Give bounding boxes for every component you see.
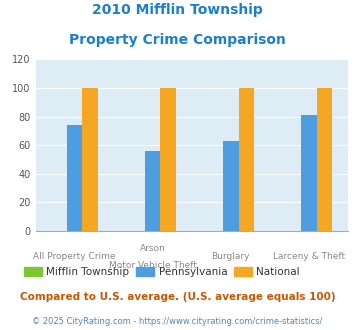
Text: All Property Crime: All Property Crime: [33, 252, 116, 261]
Text: Larceny & Theft: Larceny & Theft: [273, 252, 345, 261]
Bar: [145, 151, 160, 231]
Text: 2010 Mifflin Township: 2010 Mifflin Township: [92, 3, 263, 17]
Bar: [239, 88, 254, 231]
Text: Property Crime Comparison: Property Crime Comparison: [69, 33, 286, 47]
Bar: [82, 88, 98, 231]
Text: Burglary: Burglary: [212, 252, 250, 261]
Text: © 2025 CityRating.com - https://www.cityrating.com/crime-statistics/: © 2025 CityRating.com - https://www.city…: [32, 317, 323, 326]
Legend: Mifflin Township, Pennsylvania, National: Mifflin Township, Pennsylvania, National: [20, 263, 304, 281]
Bar: [223, 141, 239, 231]
Text: Motor Vehicle Theft: Motor Vehicle Theft: [109, 261, 197, 270]
Text: Arson: Arson: [140, 244, 165, 253]
Bar: [67, 125, 82, 231]
Text: Compared to U.S. average. (U.S. average equals 100): Compared to U.S. average. (U.S. average …: [20, 292, 335, 302]
Bar: [160, 88, 176, 231]
Bar: [317, 88, 332, 231]
Bar: [301, 115, 317, 231]
